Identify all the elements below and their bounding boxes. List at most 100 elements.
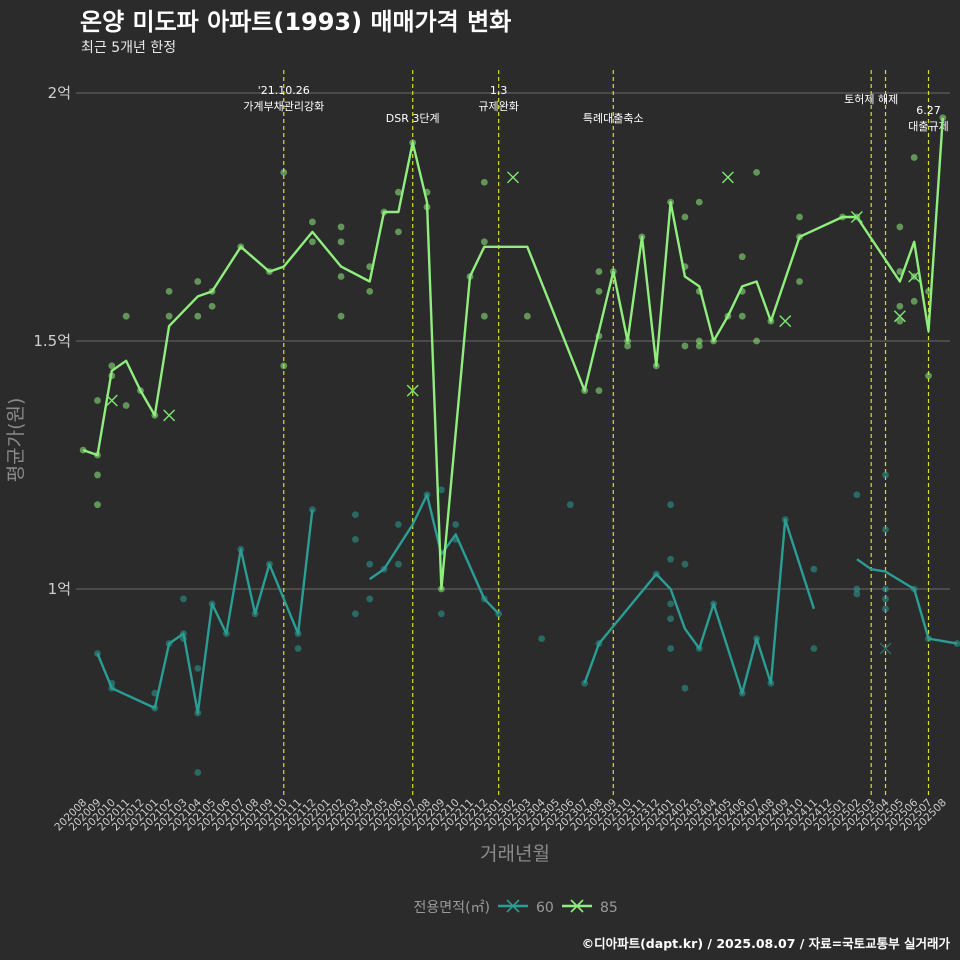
data-point xyxy=(351,610,359,618)
data-point xyxy=(337,238,345,246)
data-point xyxy=(595,288,603,295)
data-point xyxy=(538,635,546,642)
data-point xyxy=(796,278,803,285)
data-point xyxy=(882,595,889,603)
series-85 xyxy=(79,114,947,593)
data-point xyxy=(896,317,904,325)
data-point xyxy=(753,168,760,176)
series-layer xyxy=(79,114,960,776)
data-point xyxy=(738,312,746,320)
data-point xyxy=(437,486,445,494)
data-point xyxy=(853,585,861,593)
chart-title: 온양 미도파 아파트(1993) 매매가격 변화 xyxy=(80,8,511,36)
data-point xyxy=(180,595,187,603)
data-point xyxy=(681,213,689,221)
policy-annotation-text: 특례대출축소 xyxy=(583,112,644,125)
data-point xyxy=(667,645,675,652)
data-point xyxy=(882,471,889,479)
data-point xyxy=(122,402,130,409)
data-point xyxy=(882,526,889,533)
data-point xyxy=(796,213,803,221)
data-point xyxy=(896,223,904,231)
legend-title: 전용면적(㎡) xyxy=(414,900,490,916)
cross-marker xyxy=(721,171,734,184)
data-point xyxy=(165,312,173,320)
legend-swatch-cross xyxy=(570,899,584,913)
data-point xyxy=(566,501,574,509)
data-point xyxy=(394,560,402,568)
data-point xyxy=(480,312,488,320)
data-point xyxy=(194,278,202,285)
data-point xyxy=(810,645,818,652)
data-point xyxy=(853,590,861,598)
data-point xyxy=(294,645,302,652)
data-point xyxy=(366,560,374,568)
data-point xyxy=(810,565,818,573)
policy-annotation-text: 규제완화 xyxy=(478,100,518,113)
data-point xyxy=(280,362,288,370)
cross-marker xyxy=(105,394,118,407)
chart-subtitle: 최근 5개년 한정 xyxy=(81,40,176,56)
x-axis-ticks: 2020082020092020102020112020122021012021… xyxy=(52,796,949,833)
data-point xyxy=(337,223,345,231)
data-point xyxy=(351,511,359,518)
data-point xyxy=(681,684,689,692)
data-point xyxy=(337,273,345,280)
data-point xyxy=(437,610,445,618)
series-line-60 xyxy=(96,493,958,715)
data-point xyxy=(108,362,116,370)
data-point xyxy=(925,372,932,380)
x-axis-title: 거래년월 xyxy=(480,843,550,865)
data-point xyxy=(753,337,760,345)
y-axis-ticks: 1억 1.5억 2억 xyxy=(33,84,71,598)
data-point xyxy=(910,154,918,161)
y-tick-label: 1억 xyxy=(48,580,71,598)
cross-marker xyxy=(893,310,906,323)
data-point xyxy=(695,337,703,345)
data-point xyxy=(194,664,202,672)
data-point xyxy=(695,342,703,350)
data-point xyxy=(681,342,689,350)
data-point xyxy=(738,253,746,261)
data-point xyxy=(667,615,675,623)
data-point xyxy=(667,501,675,509)
cross-marker xyxy=(908,270,921,283)
data-point xyxy=(122,312,130,320)
data-point xyxy=(667,600,675,608)
data-point xyxy=(695,198,703,206)
policy-annotation-text: 1.3 xyxy=(490,84,508,97)
data-point xyxy=(351,536,359,543)
legend-key-85: 85 xyxy=(562,899,618,916)
data-point xyxy=(309,238,316,246)
data-point xyxy=(681,560,689,568)
data-point xyxy=(194,769,202,776)
data-point xyxy=(208,302,216,310)
cross-marker xyxy=(850,211,863,223)
policy-lines xyxy=(283,70,930,795)
legend-label: 85 xyxy=(600,900,618,916)
data-point xyxy=(309,218,316,226)
y-axis-title: 평균가(원) xyxy=(5,398,27,483)
data-point xyxy=(910,297,918,305)
data-point xyxy=(896,302,904,310)
data-point xyxy=(94,501,101,509)
y-tick-label: 2억 xyxy=(48,84,71,102)
data-point xyxy=(366,595,374,603)
data-point xyxy=(480,178,488,186)
cross-marker xyxy=(879,642,892,655)
legend-swatch-cross xyxy=(506,899,520,913)
legend: 전용면적(㎡) 60 85 xyxy=(414,899,618,916)
data-point xyxy=(480,238,488,246)
data-point xyxy=(939,114,947,122)
data-point xyxy=(194,312,202,320)
policy-annotation-text: 토허제 해제 xyxy=(844,92,898,106)
policy-annotation-text: '21.10.26 xyxy=(258,84,310,97)
grid-lines xyxy=(76,92,950,590)
data-point xyxy=(394,521,402,528)
policy-annotation-text: 6.27 xyxy=(916,104,941,117)
cross-marker xyxy=(163,409,176,422)
chart-caption: ©디아파트(dapt.kr) / 2025.08.07 / 자료=국토교통부 실… xyxy=(582,936,951,951)
data-point xyxy=(853,491,861,499)
